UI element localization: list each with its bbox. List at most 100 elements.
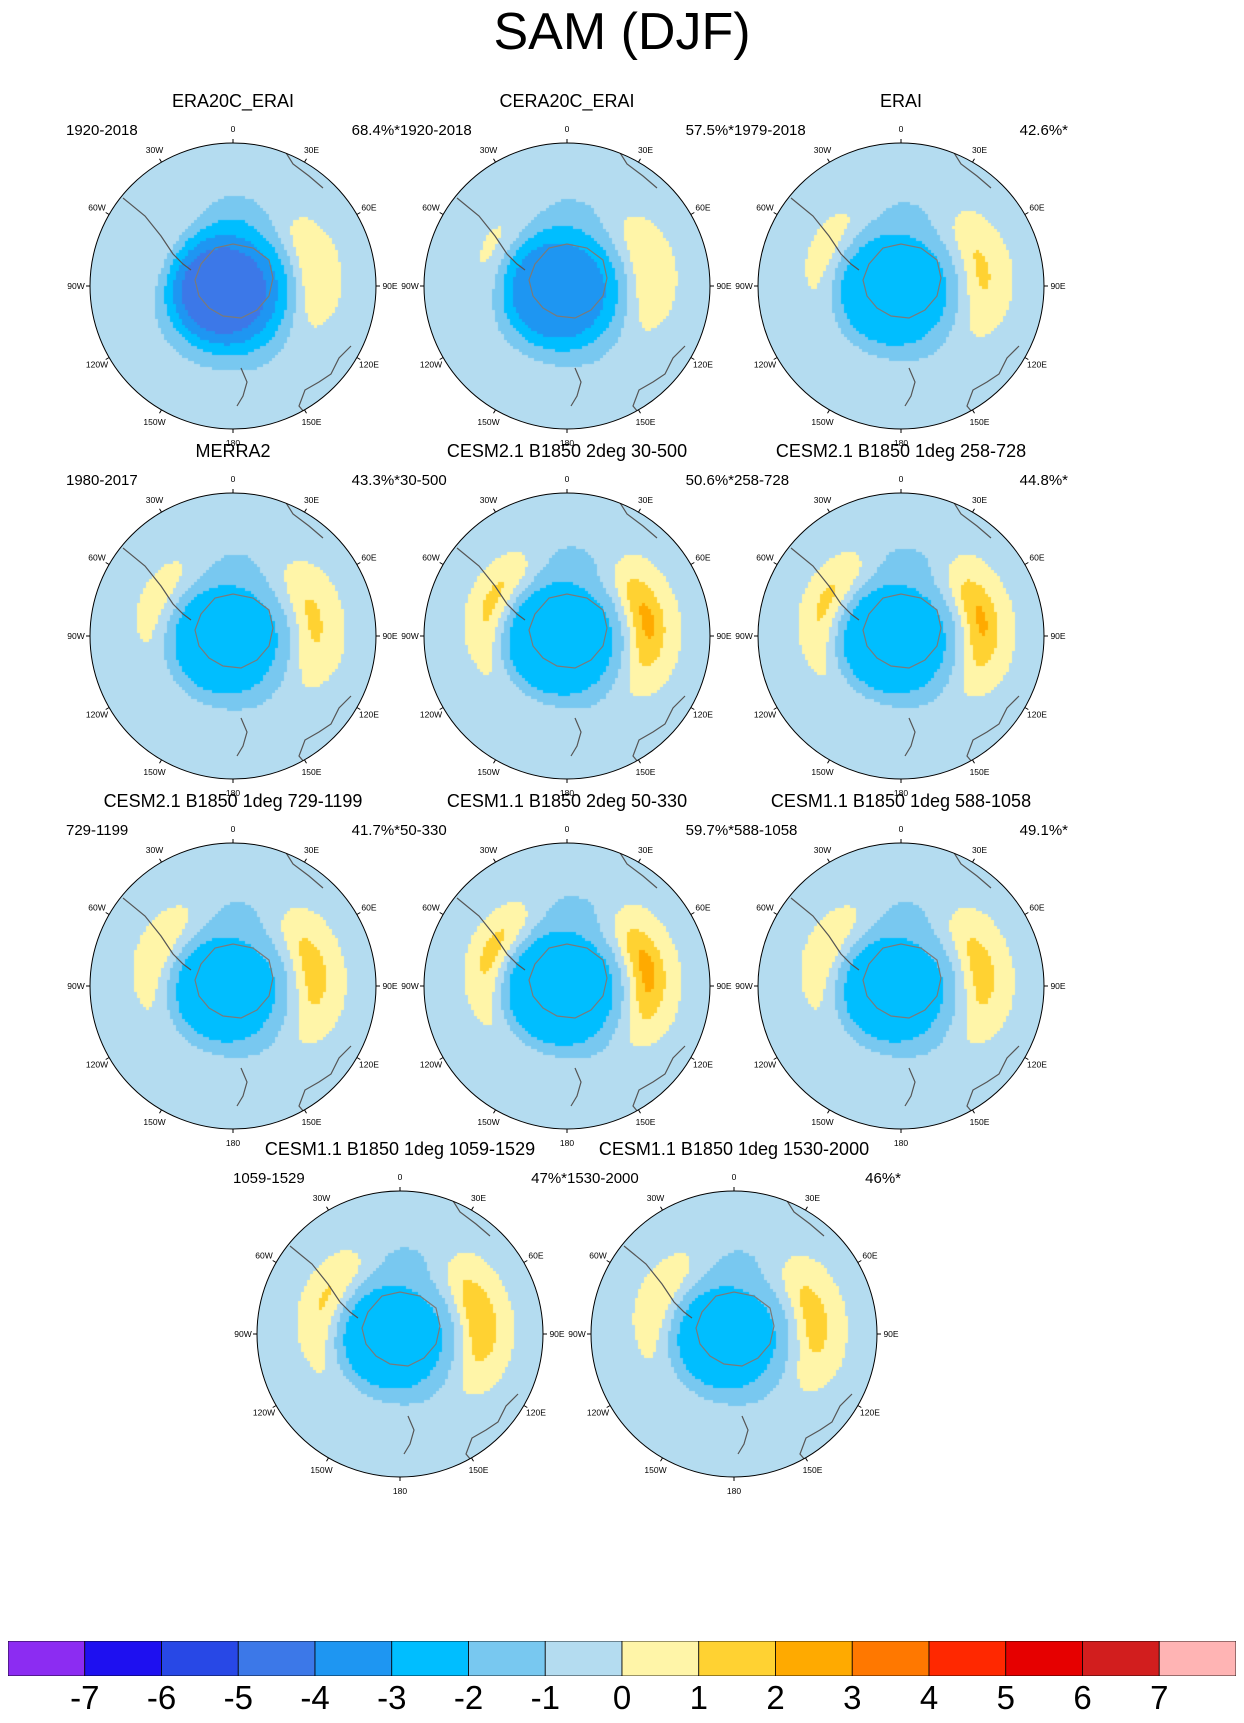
longitude-label: 90W — [67, 281, 84, 291]
longitude-label: 90W — [67, 981, 84, 991]
longitude-label: 90E — [1050, 281, 1065, 291]
longitude-label: 30W — [814, 495, 831, 505]
longitude-tick — [773, 912, 778, 915]
colorbar-swatch — [851, 1640, 930, 1677]
map-panel: CESM2.1 B1850 1deg 729-1199 729-1199 41.7%… — [50, 790, 416, 1170]
longitude-tick — [972, 1109, 975, 1114]
longitude-label: 30E — [638, 145, 653, 155]
panel-explained-variance: 43.3%* — [351, 472, 400, 489]
longitude-tick — [1024, 1057, 1029, 1060]
south-america-coastline — [289, 1245, 359, 1319]
longitude-label: 90E — [549, 1329, 564, 1339]
longitude-tick — [356, 212, 361, 215]
longitude-tick — [493, 759, 496, 764]
longitude-label: 180 — [560, 1138, 574, 1148]
antarctica-coastline — [194, 243, 274, 319]
africa-coastline — [950, 497, 992, 539]
longitude-label: 60W — [756, 903, 773, 913]
longitude-tick — [439, 212, 444, 215]
south-america-coastline — [623, 1245, 693, 1319]
longitude-tick — [1024, 212, 1029, 215]
colorbar-swatch — [7, 1640, 86, 1677]
longitude-label: 30E — [638, 495, 653, 505]
africa-coastline — [282, 847, 324, 889]
longitude-label: 60E — [862, 1251, 877, 1261]
longitude-tick — [493, 409, 496, 414]
australia-coastline — [966, 345, 1020, 419]
colorbar-swatch — [1005, 1640, 1083, 1677]
antarctica-coastline — [528, 943, 608, 1019]
longitude-label: 0 — [899, 474, 904, 484]
longitude-label: 60E — [361, 553, 376, 563]
longitude-tick — [1024, 357, 1029, 360]
longitude-label: 150E — [970, 1117, 990, 1127]
longitude-tick — [638, 1109, 641, 1114]
longitude-label: 0 — [565, 124, 570, 134]
map-panel: ERAI 1979-2018 42.6%* 0 30E 60E 90E 120E 150E 180… — [718, 90, 1084, 470]
colorbar-swatch — [928, 1640, 1007, 1677]
australia-coastline — [632, 1045, 686, 1119]
map-panel: CESM1.1 B1850 1deg 588-1058 588-1058 49.1%… — [718, 790, 1084, 1170]
panel-period: 50-330 — [400, 822, 447, 839]
longitude-label: 90W — [401, 631, 418, 641]
longitude-tick — [356, 562, 361, 565]
panel-period: 258-728 — [734, 472, 790, 489]
longitude-label: 120E — [359, 1060, 379, 1070]
longitude-label: 60E — [1029, 903, 1044, 913]
longitude-label: 90E — [1050, 631, 1065, 641]
longitude-tick — [773, 357, 778, 360]
longitude-tick — [972, 158, 975, 163]
colorbar-label: -7 — [70, 1679, 100, 1716]
longitude-label: 120E — [693, 360, 713, 370]
longitude-tick — [773, 212, 778, 215]
longitude-label: 30E — [304, 845, 319, 855]
longitude-tick — [304, 1109, 307, 1114]
longitude-tick — [439, 357, 444, 360]
longitude-tick — [159, 508, 162, 513]
longitude-label: 120W — [754, 1060, 776, 1070]
longitude-tick — [690, 1057, 695, 1060]
polar-map: 0 30E 60E 90E 120E 150E 180 150W 120W 90W 60W 30W — [401, 824, 732, 1148]
new-zealand-coastline — [236, 1067, 248, 1107]
south-america-coastline — [456, 897, 526, 971]
longitude-label: 150W — [310, 1465, 332, 1475]
new-zealand-coastline — [904, 1067, 916, 1107]
longitude-label: 60W — [756, 553, 773, 563]
polar-map: 0 30E 60E 90E 120E 150E 180 150W 120W 90W 60W 30W — [234, 1172, 565, 1496]
longitude-label: 120W — [420, 360, 442, 370]
new-zealand-coastline — [570, 717, 582, 757]
longitude-tick — [159, 858, 162, 863]
longitude-label: 90E — [382, 281, 397, 291]
new-zealand-coastline — [236, 717, 248, 757]
australia-coastline — [632, 695, 686, 769]
sam-contour-field — [90, 843, 376, 1129]
colorbar-label: 1 — [689, 1679, 708, 1716]
longitude-tick — [105, 707, 110, 710]
longitude-label: 180 — [894, 1138, 908, 1148]
colorbar-swatch — [1158, 1640, 1237, 1677]
longitude-tick — [660, 1457, 663, 1462]
longitude-label: 90W — [401, 981, 418, 991]
panel-explained-variance: 46%* — [865, 1170, 901, 1187]
longitude-label: 90E — [382, 631, 397, 641]
panel-period: 1059-1529 — [233, 1170, 305, 1187]
new-zealand-coastline — [570, 1067, 582, 1107]
antarctica-coastline — [862, 943, 942, 1019]
africa-coastline — [950, 147, 992, 189]
longitude-label: 180 — [894, 438, 908, 448]
longitude-tick — [105, 912, 110, 915]
colorbar-label: 0 — [612, 1679, 632, 1716]
longitude-label: 120E — [860, 1408, 880, 1418]
panel-title: CESM1.1 B1850 2deg 50-330 — [446, 791, 688, 811]
longitude-label: 180 — [560, 788, 574, 798]
longitude-label: 150W — [477, 1117, 499, 1127]
longitude-label: 180 — [560, 438, 574, 448]
longitude-tick — [439, 1057, 444, 1060]
longitude-label: 150E — [302, 767, 322, 777]
panel-explained-variance: 47%* — [531, 1170, 567, 1187]
colorbar-label: 2 — [766, 1679, 785, 1716]
longitude-label: 150E — [469, 1465, 489, 1475]
longitude-tick — [523, 1405, 528, 1408]
map-panel: CESM1.1 B1850 1deg 1059-1529 1059-1529 47%… — [217, 1138, 583, 1518]
antarctica-coastline — [194, 593, 274, 669]
